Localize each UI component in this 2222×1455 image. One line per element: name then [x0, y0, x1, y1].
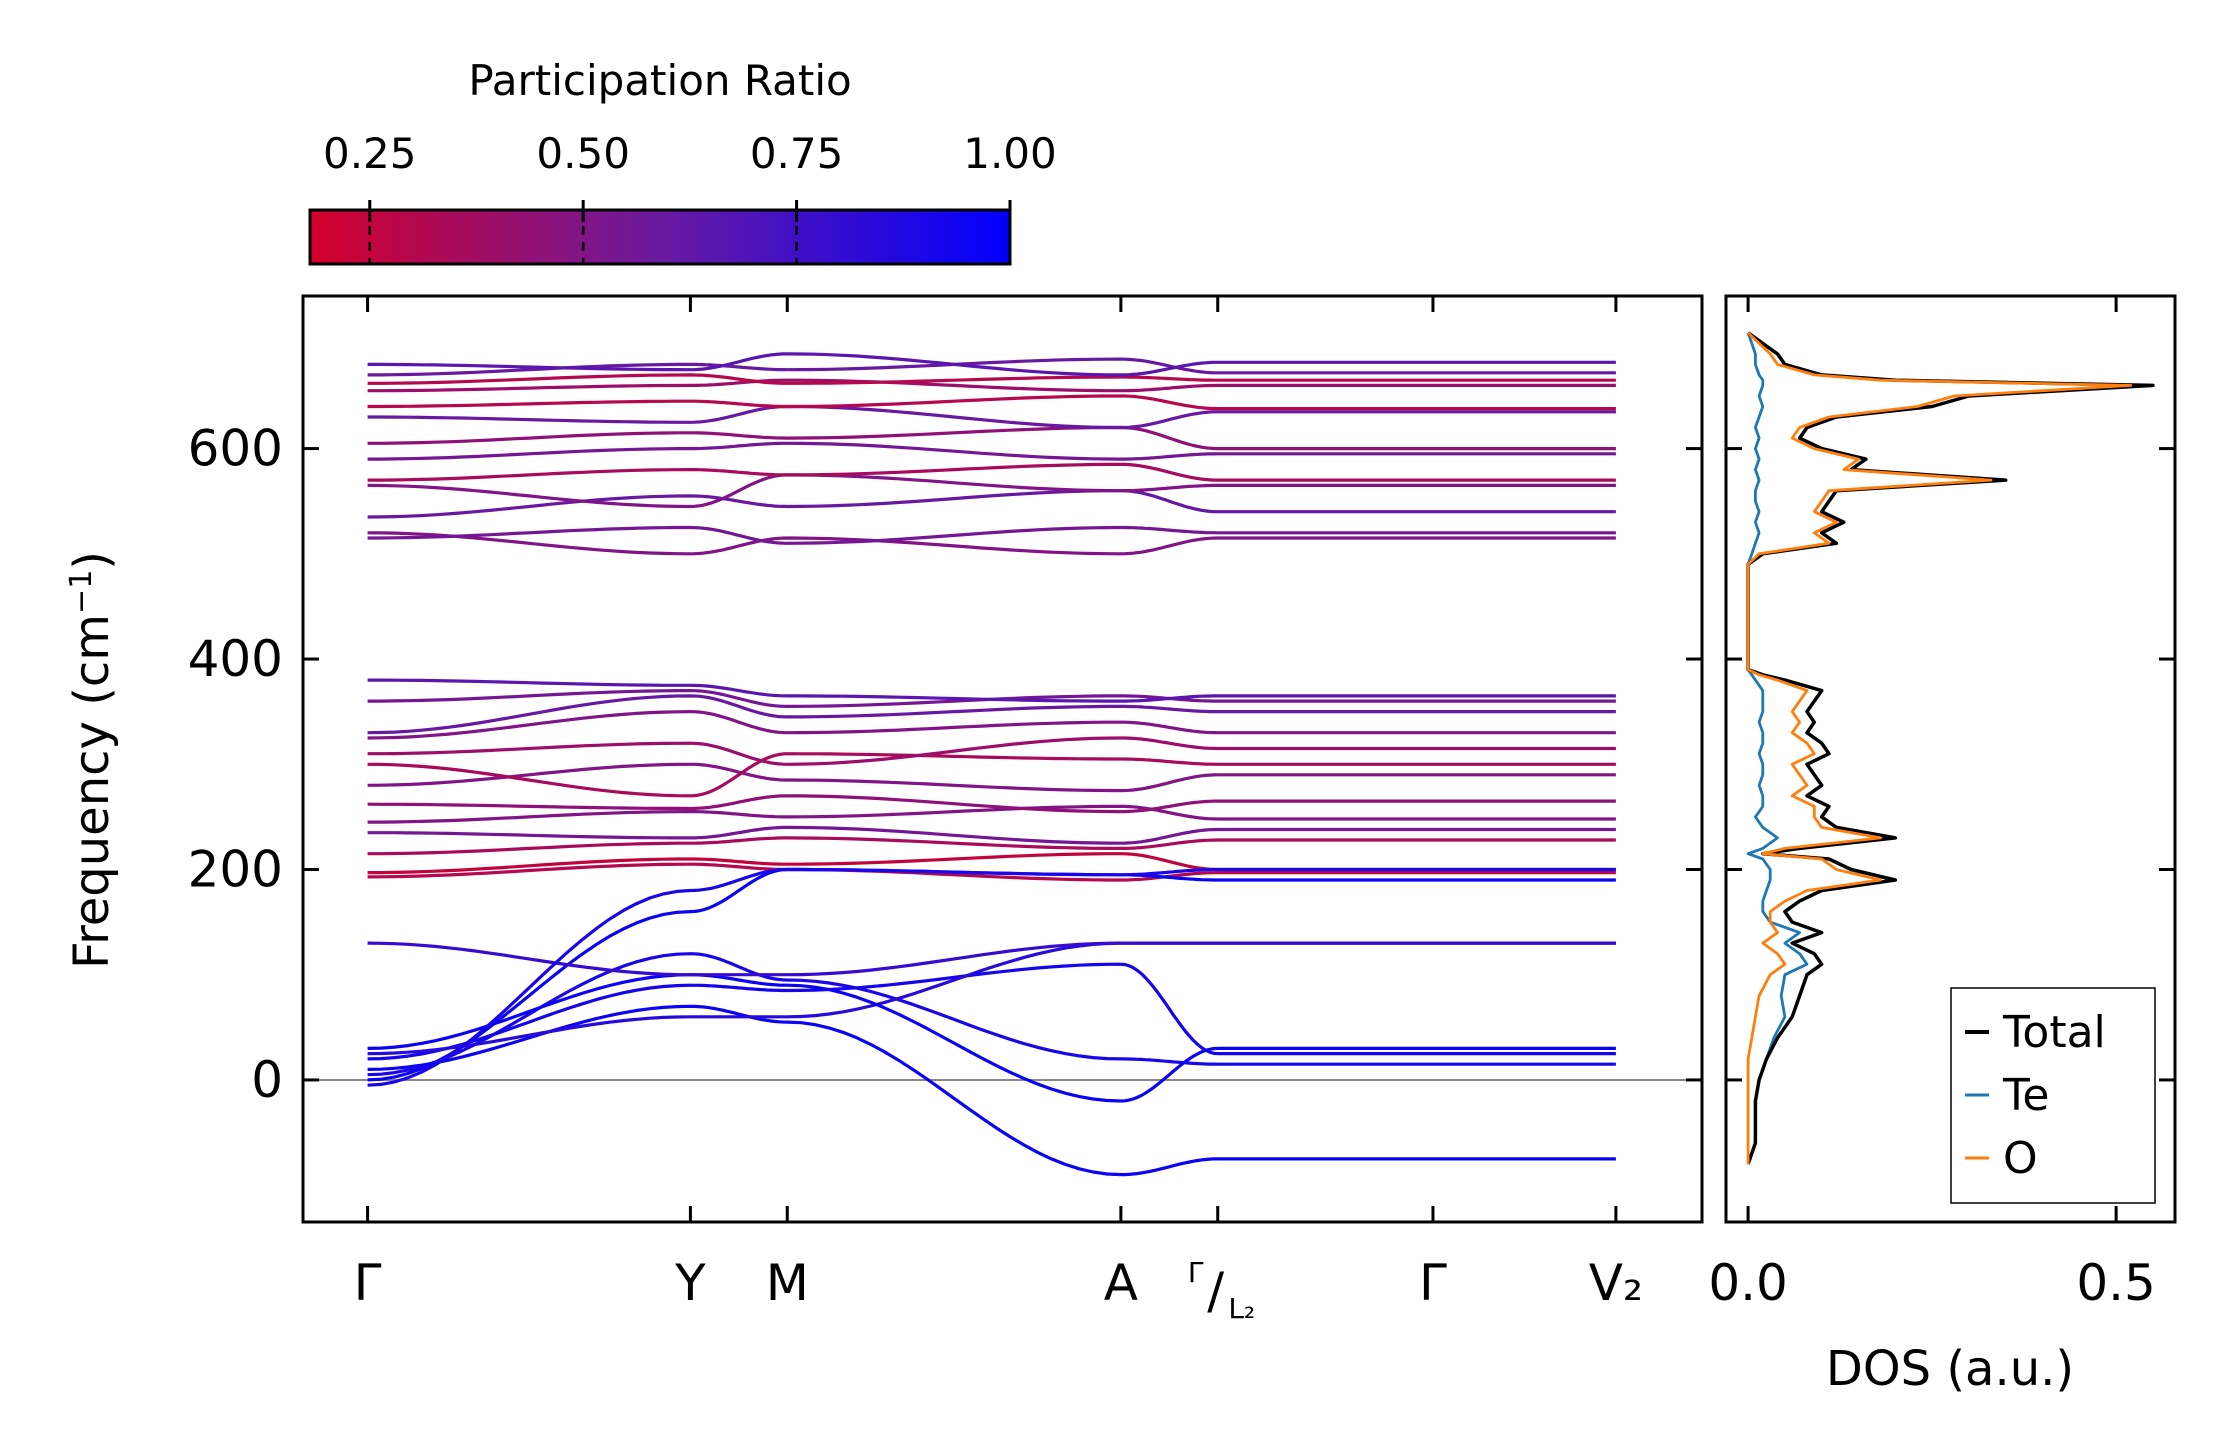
y-tick-label: 0 [251, 1051, 283, 1109]
acoustic-band [367, 952, 1616, 1077]
legend-label: Te [2002, 1070, 2049, 1121]
legend-label: Total [2002, 1007, 2106, 1058]
optical-band-mid [367, 694, 1616, 735]
dos-legend: Total Te O [1950, 987, 2156, 1204]
optical-band-mid [367, 852, 1616, 875]
colorbar-tick-label: 0.75 [750, 129, 844, 178]
k-point-label: A [1104, 1254, 1138, 1312]
dos-x-axis-label: DOS (a.u.) [1826, 1341, 2074, 1397]
colorbar: Participation Ratio 0.25 0.50 0.75 1.00 [308, 56, 1057, 266]
k-point-label: Y [674, 1254, 706, 1312]
optical-band-mid [367, 752, 1616, 798]
acoustic-band [367, 962, 1616, 1061]
y-tick-label: 400 [188, 630, 283, 688]
optical-band-high [367, 404, 1616, 430]
k-point-label: Γ [1419, 1254, 1447, 1312]
dos-plot-frame [1724, 294, 2177, 1224]
k-point-label-slash: / [1207, 1262, 1224, 1320]
colorbar-tick-label: 1.00 [963, 129, 1057, 178]
legend-label: O [2003, 1133, 2038, 1184]
k-point-label: V₂ [1589, 1254, 1643, 1312]
optical-band-mid [367, 710, 1616, 740]
y-tick-label: 200 [188, 840, 283, 898]
k-point-label-bottom: L₂ [1228, 1292, 1255, 1325]
optical-band-high [367, 352, 1616, 377]
y-axis-label: Frequency (cm−1) [64, 551, 121, 969]
optical-band-high [367, 489, 1616, 519]
optical-band-high [367, 531, 1616, 556]
dos-x-tick-label: 0.0 [1708, 1254, 1788, 1312]
optical-band-mid [367, 762, 1616, 793]
acoustic-band [367, 1004, 1616, 1177]
dos-line-total [1746, 331, 2155, 1165]
optical-band-high [367, 462, 1616, 482]
y-tick-label: 600 [188, 420, 283, 478]
k-point-label-top: Γ [1188, 1256, 1204, 1289]
band-lines [367, 352, 1616, 1177]
dos-panel: 0.0 0.5 DOS (a.u.) Total Te O [1708, 294, 2177, 1397]
y-axis-label-sup: −1 [64, 570, 99, 614]
optical-band-mid [367, 794, 1616, 814]
optical-band-high [367, 441, 1616, 461]
band-plot-frame [301, 294, 1704, 1224]
colorbar-tick-label: 0.25 [323, 129, 417, 178]
acoustic-band [367, 867, 1616, 1087]
optical-band-high [367, 473, 1616, 509]
dos-x-tick-label: 0.5 [2076, 1254, 2156, 1312]
optical-band-high [367, 425, 1616, 451]
dos-line-o [1746, 331, 2133, 1165]
dos-axis: 0.0 0.5 [1708, 296, 2175, 1312]
dos-line-te [1746, 332, 1809, 1165]
optical-band-mid [367, 804, 1616, 824]
frequency-axis: 0 200 400 600 [188, 420, 1702, 1109]
y-axis-label-text: Frequency (cm [64, 614, 120, 969]
k-point-label: M [766, 1254, 809, 1312]
optical-band-high [367, 373, 1616, 385]
k-point-label: Γ [354, 1254, 382, 1312]
optical-band-mid [367, 825, 1616, 845]
optical-band-mid [367, 836, 1616, 856]
optical-band-high [367, 525, 1616, 545]
dos-lines [1746, 331, 2155, 1165]
optical-band-mid [367, 678, 1616, 703]
colorbar-ticks: 0.25 0.50 0.75 1.00 [323, 129, 1057, 264]
acoustic-band [367, 941, 1616, 977]
k-path-axis: Γ Y M A Γ / L₂ Γ V₂ [354, 296, 1643, 1325]
colorbar-title: Participation Ratio [468, 56, 851, 105]
acoustic-band [367, 973, 1616, 1103]
optical-band-high [367, 378, 1616, 393]
optical-band-mid [367, 736, 1616, 766]
colorbar-gradient [308, 208, 1012, 266]
optical-band-high [367, 394, 1616, 411]
colorbar-tick-label: 0.50 [536, 129, 630, 178]
y-axis-label-close: ) [64, 551, 120, 570]
